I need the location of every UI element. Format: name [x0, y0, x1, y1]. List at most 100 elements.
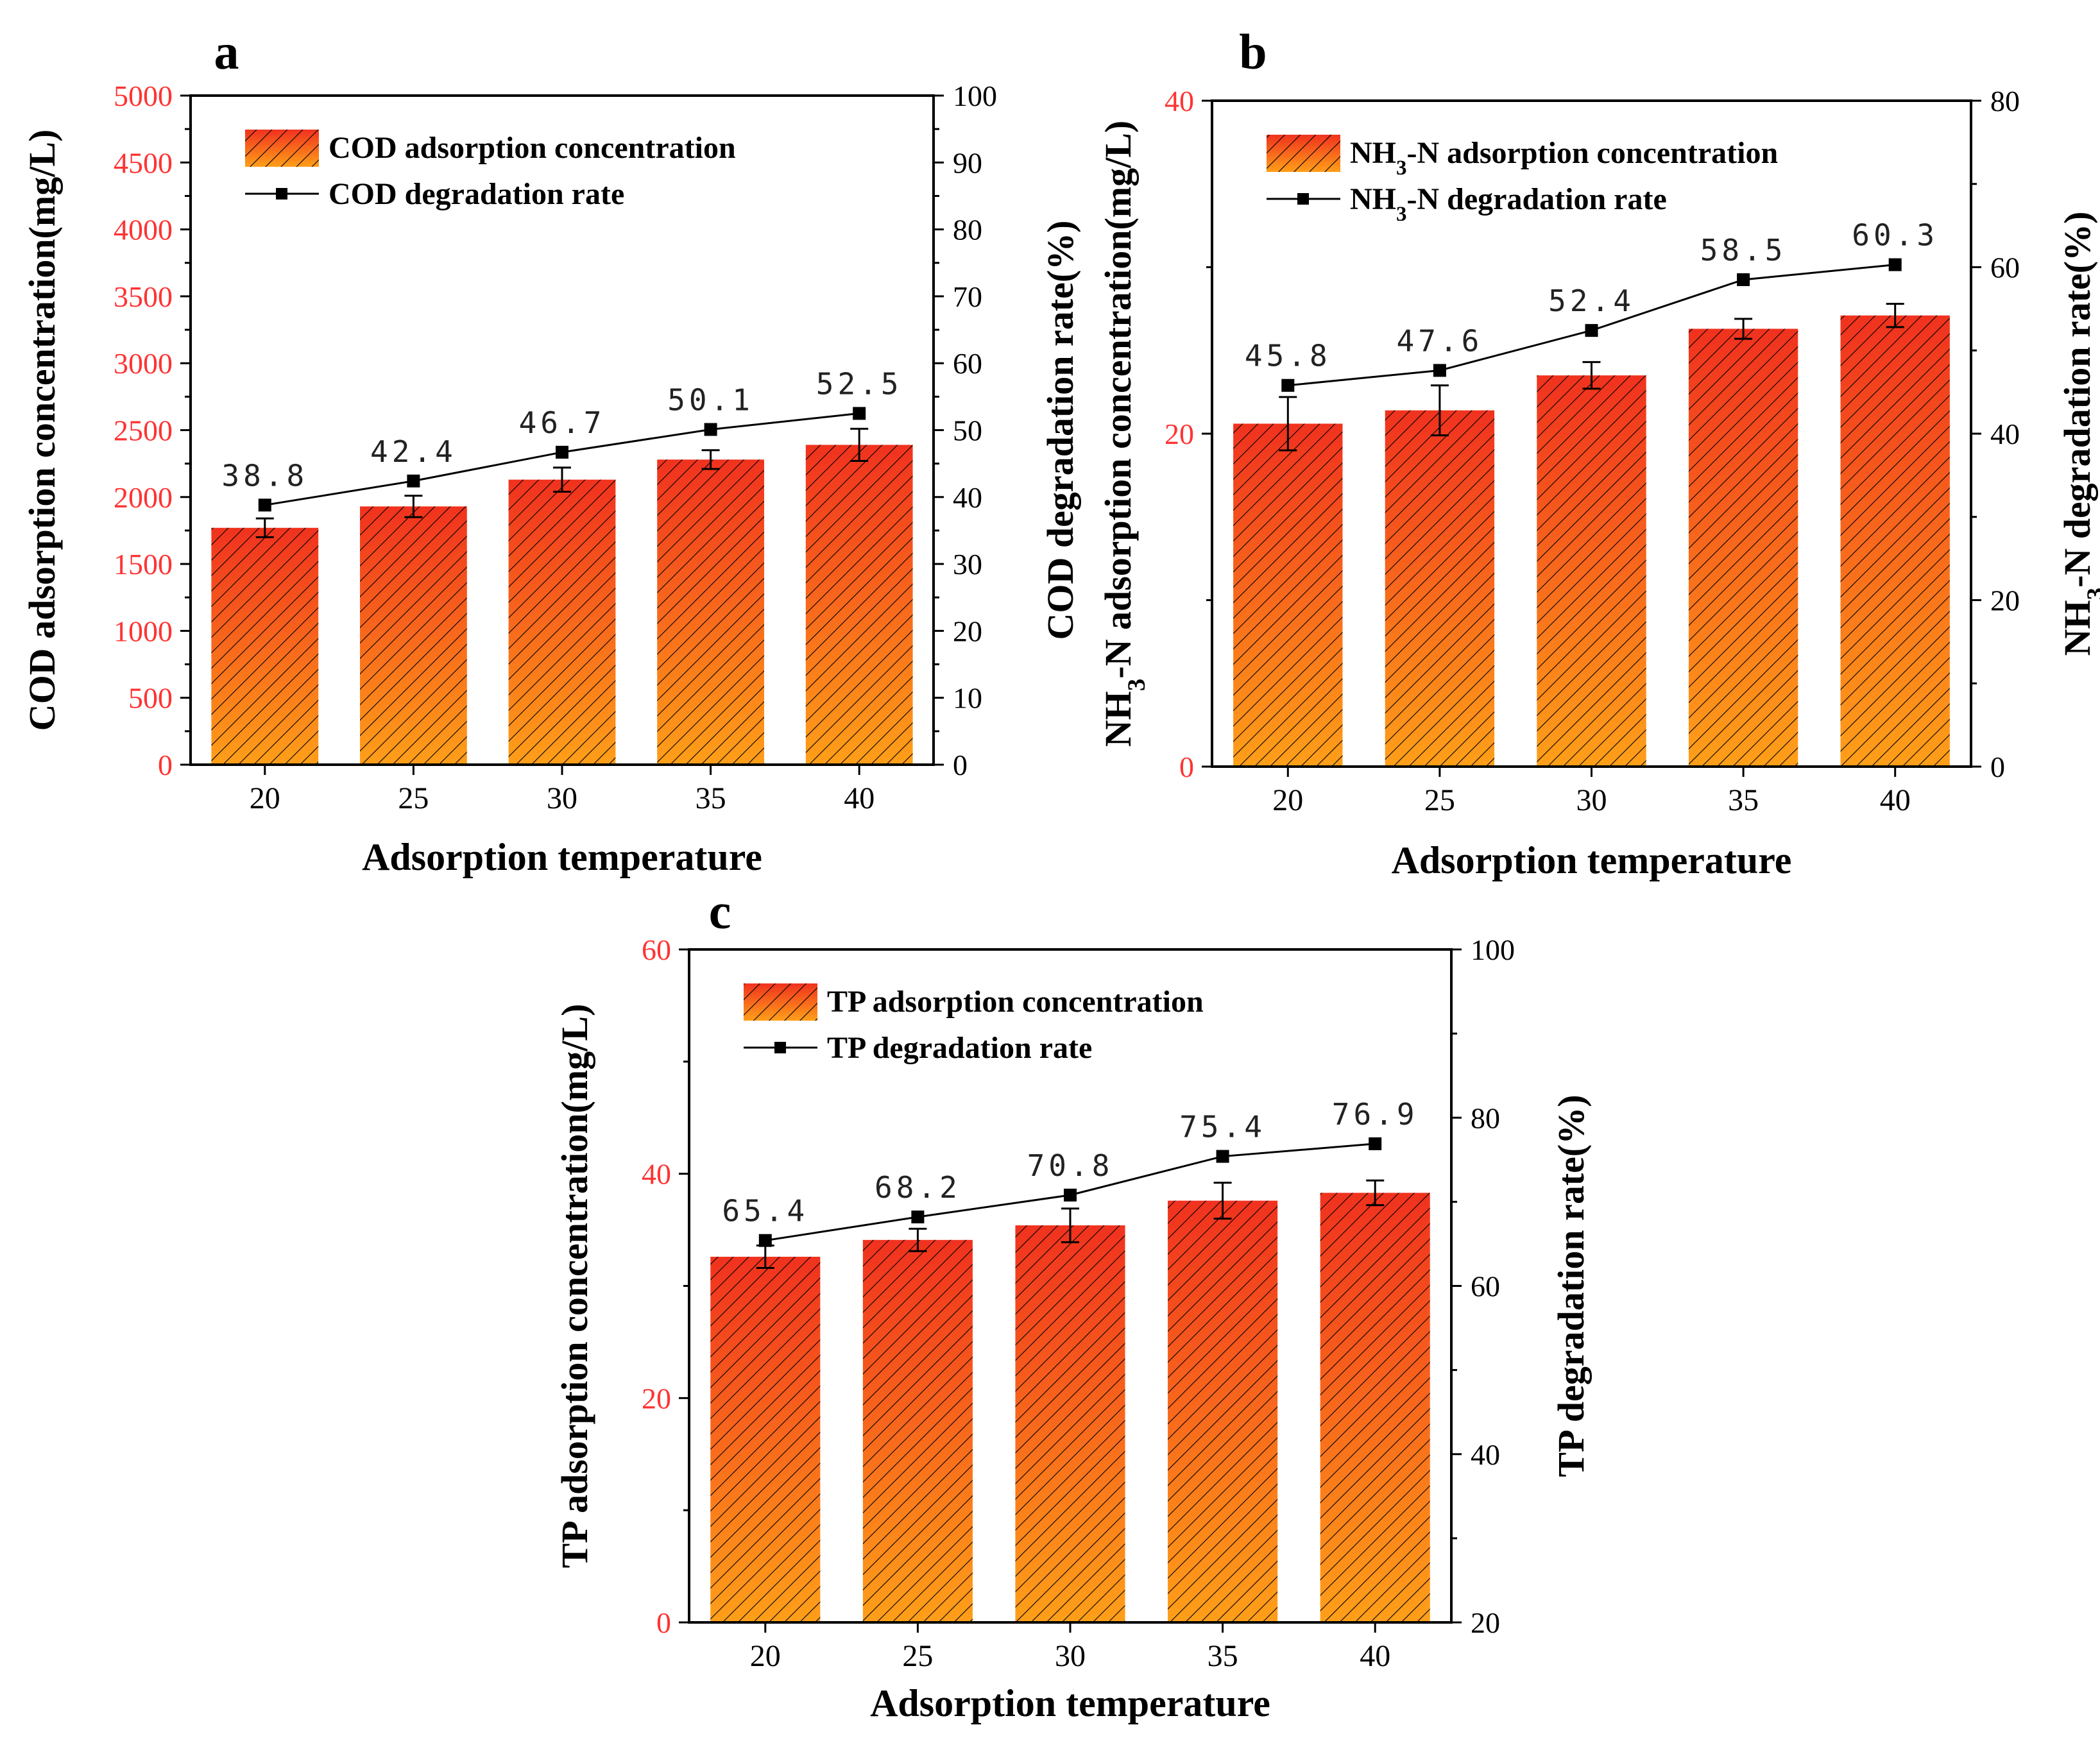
left-tick-label: 4500	[114, 146, 173, 179]
line-point-20	[758, 1234, 772, 1247]
x-tick-label: 35	[1208, 1639, 1238, 1673]
bar-hatch-35	[657, 459, 764, 765]
left-tick-label: 3000	[114, 347, 173, 380]
legend-bar-hatch	[1267, 135, 1340, 172]
legend-bar-label: TP adsorption concentration	[827, 985, 1204, 1019]
x-tick-label: 30	[1055, 1639, 1086, 1673]
right-tick-label: 20	[1471, 1606, 1500, 1639]
data-label-20: 45.8	[1245, 339, 1331, 373]
panel-letter: c	[709, 883, 731, 939]
line-point-30	[556, 445, 568, 459]
legend-bar-hatch	[744, 983, 817, 1021]
panel-b-chart: 45.8 47.6 52.4 58.5 60.3 0 20 40 0 20 40 60 80 20 25 30…	[1097, 24, 2100, 881]
error-bar-35	[1734, 318, 1753, 340]
x-tick-label: 20	[250, 781, 280, 815]
bar-hatch-25	[862, 1239, 973, 1622]
right-tick-label: 90	[953, 146, 982, 179]
line-point-20	[1281, 378, 1295, 392]
bar-hatch-40	[805, 445, 913, 765]
x-tick-label: 25	[1424, 783, 1455, 817]
right-axis-title: TP degradation rate(%)	[1550, 1094, 1592, 1477]
error-bar-35	[701, 449, 720, 470]
right-tick-label: 50	[953, 414, 982, 447]
x-tick-label: 40	[1880, 783, 1911, 817]
x-axis-title: Adsorption temperature	[1392, 839, 1792, 881]
right-tick-label: 0	[953, 749, 968, 781]
legend: TP adsorption concentration TP degradatio…	[744, 983, 1204, 1065]
left-tick-label: 5000	[114, 80, 173, 112]
left-tick-label: 3500	[114, 280, 173, 313]
line-point-30	[1585, 324, 1598, 337]
right-tick-label: 30	[953, 548, 982, 581]
right-tick-label: 80	[1471, 1101, 1500, 1134]
bar-hatch-20	[211, 527, 319, 765]
line-point-35	[704, 423, 717, 436]
left-tick-label: 20	[1165, 418, 1194, 450]
left-tick-label: 2500	[114, 414, 173, 447]
legend: COD adsorption concentration COD degradat…	[245, 130, 736, 211]
left-tick-label: 0	[656, 1606, 671, 1639]
bar-hatch-35	[1688, 328, 1798, 767]
left-tick-label: 2000	[114, 481, 173, 514]
error-bar-30	[1061, 1207, 1079, 1243]
x-tick-label: 40	[844, 781, 875, 815]
right-tick-label: 80	[953, 214, 982, 246]
legend-line-label: COD degradation rate	[329, 177, 624, 211]
x-axis-title: Adsorption temperature	[362, 836, 762, 878]
right-tick-label: 80	[1990, 85, 2020, 117]
left-axis-title: COD adsorption concentration(mg/L)	[21, 130, 63, 731]
x-tick-label: 25	[902, 1639, 933, 1673]
legend-line-label: TP degradation rate	[827, 1031, 1092, 1065]
line-point-40	[1888, 258, 1902, 271]
bar-hatch-20	[710, 1257, 821, 1622]
data-label-40: 52.5	[816, 366, 903, 401]
legend-line-label: NH3-N degradation rate	[1350, 182, 1667, 226]
legend-bar-label: COD adsorption concentration	[329, 131, 736, 165]
error-bar-20	[1279, 396, 1297, 452]
x-tick-label: 25	[398, 781, 429, 815]
data-label-30: 52.4	[1548, 284, 1635, 318]
line-point-25	[1433, 364, 1446, 377]
x-tick-label: 30	[547, 781, 577, 815]
legend-bar-hatch	[245, 130, 319, 167]
left-axis-title: TP adsorption concentration(mg/L)	[554, 1004, 595, 1569]
data-label-35: 75.4	[1179, 1110, 1266, 1144]
right-axis-title: NH3-N degradation rate(%)	[2056, 212, 2100, 656]
bar-hatch-20	[1233, 423, 1343, 767]
bar-hatch-30	[1537, 375, 1646, 767]
right-tick-label: 70	[953, 280, 982, 313]
bar-hatch-30	[1015, 1225, 1125, 1622]
error-bar-25	[1430, 384, 1449, 437]
left-tick-label: 60	[642, 933, 671, 966]
x-tick-label: 35	[1728, 783, 1759, 817]
data-label-30: 46.7	[519, 405, 606, 440]
panel-c-chart: 65.4 68.2 70.8 75.4 76.9 0 20 40 60 20 40 60 80 100 20…	[554, 883, 1592, 1724]
x-tick-label: 20	[1272, 783, 1303, 817]
x-tick-label: 20	[750, 1639, 781, 1673]
error-bar-40	[850, 427, 869, 462]
bar-hatch-40	[1840, 315, 1950, 767]
right-tick-label: 40	[1471, 1438, 1500, 1471]
right-tick-label: 60	[1471, 1270, 1500, 1303]
left-tick-label: 40	[642, 1158, 671, 1191]
right-tick-label: 20	[1990, 584, 2020, 617]
line-point-35	[1216, 1150, 1229, 1163]
bar-hatch-35	[1168, 1200, 1278, 1622]
right-tick-label: 40	[953, 481, 982, 514]
line-point-30	[1064, 1188, 1077, 1202]
error-bar-40	[1366, 1179, 1385, 1207]
data-label-25: 68.2	[875, 1170, 961, 1205]
x-axis-title: Adsorption temperature	[870, 1682, 1270, 1724]
legend-line-marker	[1297, 193, 1309, 205]
legend-line-marker	[774, 1042, 786, 1053]
left-tick-label: 500	[128, 682, 173, 715]
x-tick-label: 35	[696, 781, 726, 815]
right-axis-title: COD degradation rate(%)	[1039, 220, 1081, 640]
line-point-25	[911, 1210, 925, 1223]
legend-line-marker	[276, 188, 287, 200]
left-tick-label: 0	[1179, 751, 1194, 783]
panel-letter: a	[214, 24, 239, 80]
x-tick-label: 30	[1576, 783, 1607, 817]
right-tick-label: 100	[953, 80, 997, 112]
